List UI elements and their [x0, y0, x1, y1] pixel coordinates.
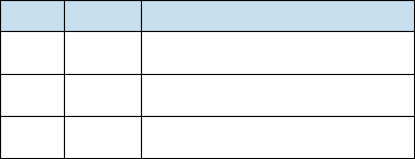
- Bar: [64, 116, 141, 159]
- Bar: [141, 74, 415, 116]
- Text: Tightening Specification: Tightening Specification: [202, 10, 354, 21]
- Bar: [0, 0, 64, 31]
- Bar: [0, 74, 64, 116]
- Bar: [64, 74, 141, 116]
- Text: 3.: 3.: [4, 122, 14, 132]
- Text: 1.: 1.: [4, 37, 14, 47]
- Text: Bolts: Bolts: [87, 10, 119, 21]
- Bar: [141, 0, 415, 31]
- Bar: [141, 116, 415, 159]
- Text: Tighten the remaining bolts clockwise to
10 Nm + 90°: Tighten the remaining bolts clockwise to…: [146, 121, 349, 144]
- Text: -1 to 9-: -1 to 9-: [85, 79, 121, 89]
- Text: Install by hand evenly until the bolt head
contact the transmission housing.: Install by hand evenly until the bolt he…: [146, 36, 352, 58]
- Bar: [64, 31, 141, 74]
- Bar: [141, 31, 415, 74]
- Text: -1 to 9-: -1 to 9-: [85, 37, 121, 47]
- Text: 2.: 2.: [4, 79, 14, 89]
- Text: -Arrow-: -Arrow-: [85, 122, 121, 132]
- Bar: [64, 0, 141, 31]
- Text: Step: Step: [18, 10, 46, 21]
- Bar: [0, 116, 64, 159]
- Text: Tighten one after the other to 10 Nm +
90°: Tighten one after the other to 10 Nm + 9…: [146, 78, 342, 101]
- Bar: [0, 31, 64, 74]
